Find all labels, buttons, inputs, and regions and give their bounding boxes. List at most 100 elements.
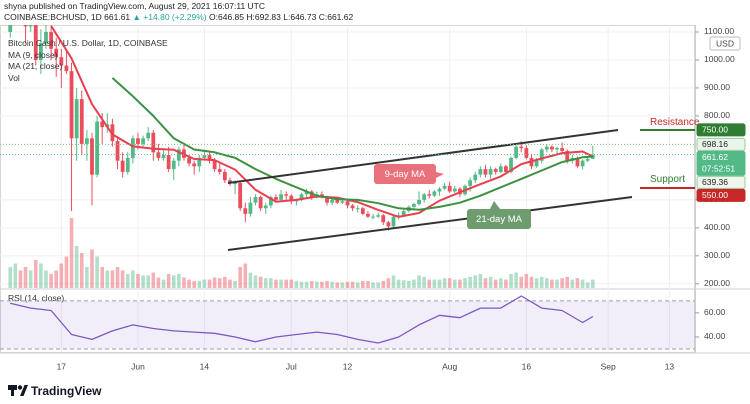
volume-bar — [422, 276, 426, 288]
price-label: 639.36 — [702, 177, 728, 187]
candle-body — [100, 121, 105, 128]
candle-body — [28, 25, 33, 27]
candle-body — [422, 194, 427, 200]
volume-bar — [202, 279, 207, 288]
candle-body — [299, 194, 304, 200]
candle-body — [289, 195, 294, 202]
candle-body — [417, 199, 421, 205]
candle-body — [146, 132, 151, 139]
volume-bar — [453, 279, 457, 288]
header-quote: COINBASE:BCHUSD, 1D 661.61 ▲ +14.80 (+2.… — [4, 12, 353, 23]
volume-bar — [156, 277, 161, 288]
volume-bar — [177, 274, 181, 288]
volume-bar — [427, 279, 432, 288]
candle-body — [493, 169, 498, 172]
volume-bar — [483, 278, 488, 288]
volume-bar — [417, 275, 421, 288]
candle-body — [187, 157, 191, 164]
candle-body — [268, 197, 273, 206]
candle-body — [401, 211, 406, 216]
candle-body — [74, 99, 79, 139]
candle-body — [95, 121, 99, 175]
volume-bar — [519, 276, 524, 288]
callout-pointer — [490, 201, 500, 209]
volume-bar — [100, 267, 105, 288]
candle-body — [509, 157, 513, 172]
candle-body — [427, 194, 432, 196]
candle-body — [473, 174, 478, 181]
x-tick-label: Sep — [601, 361, 616, 371]
moving-averages — [50, 25, 594, 218]
candle-body — [345, 201, 350, 206]
candle-body — [130, 138, 135, 158]
volume-bar — [330, 281, 334, 288]
volume-bar — [504, 279, 508, 288]
candle-body — [304, 191, 309, 195]
volume-bar — [473, 275, 478, 288]
candle-body — [233, 183, 237, 185]
ma21-callout-text: 21-day MA — [476, 214, 523, 225]
candle-body — [560, 148, 565, 151]
volume-bar — [509, 274, 513, 288]
rsi-line-group — [10, 295, 594, 344]
volume-bar — [361, 281, 365, 288]
volume-bar — [499, 278, 503, 288]
ohlc-value: 692.83 — [254, 12, 281, 22]
volume-bar — [396, 279, 401, 288]
volume-bar — [59, 263, 64, 288]
volume-bar — [350, 281, 355, 288]
volume-bar — [366, 281, 370, 288]
candle-body — [238, 183, 243, 209]
candle-body — [376, 215, 381, 217]
volume-bar — [161, 279, 166, 288]
volume-bar — [304, 281, 309, 288]
volume-bar — [570, 279, 575, 288]
rsi-band — [0, 300, 695, 349]
ohlc-label: L: — [283, 12, 291, 22]
volume-bar — [33, 260, 38, 288]
symbol: COINBASE:BCHUSD, 1D — [4, 12, 102, 22]
ma9-callout-text: 9-day MA — [385, 169, 426, 180]
candle-body — [13, 0, 17, 18]
volume-bar — [309, 281, 314, 288]
logo: TradingView — [8, 384, 102, 398]
candle-body — [432, 191, 437, 196]
candle-body — [258, 197, 263, 209]
ohlc-label: C: — [318, 12, 328, 22]
candle-body — [197, 157, 202, 167]
volume-bar — [217, 278, 222, 288]
x-tick-label: Aug — [442, 361, 457, 371]
candle-body — [504, 166, 508, 172]
volume-bar — [299, 281, 304, 288]
volume-bar — [468, 276, 472, 288]
price-label: 661.62 — [702, 152, 728, 162]
volume-bar — [44, 270, 48, 288]
candle-body — [437, 188, 442, 192]
volume-bar — [269, 278, 273, 288]
candle-body — [524, 148, 529, 158]
last-price: 661.61 — [104, 12, 131, 22]
candle-body — [412, 204, 416, 207]
candle-body — [452, 188, 457, 192]
candle-body — [192, 163, 197, 167]
volume-bar — [110, 270, 115, 288]
trend-line — [227, 196, 633, 251]
candle-body — [555, 148, 559, 150]
volume-bar — [187, 279, 191, 288]
legend-entry: Vol — [8, 73, 20, 83]
candle-body — [141, 138, 145, 144]
volume-bar — [141, 275, 145, 288]
volume-bar — [437, 279, 442, 288]
support-label: Support — [650, 174, 685, 185]
candle-body — [325, 197, 329, 203]
volume-bar — [555, 279, 559, 288]
price-label-box — [696, 175, 746, 189]
ma21-callout — [467, 209, 531, 229]
candle-body — [248, 202, 253, 214]
volume-bar — [258, 276, 263, 288]
volume-bar — [575, 278, 580, 288]
candle-body — [447, 185, 452, 192]
candle-body — [44, 31, 48, 44]
